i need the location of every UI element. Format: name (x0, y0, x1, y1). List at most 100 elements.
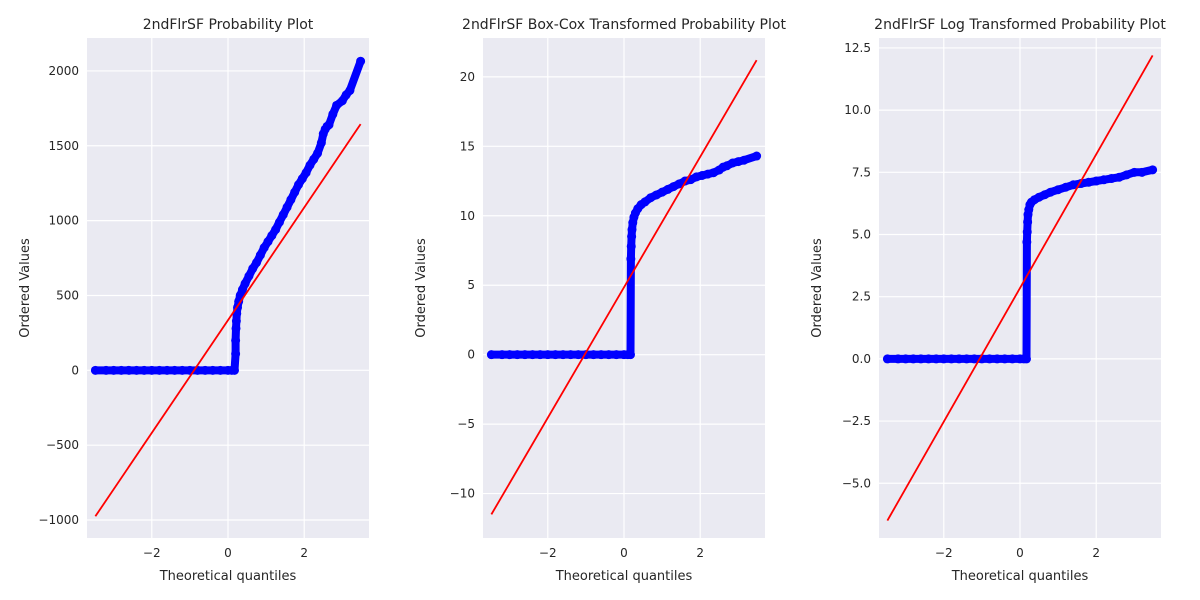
data-point (109, 365, 119, 375)
data-point (627, 232, 637, 242)
data-point (170, 365, 180, 375)
data-point (356, 56, 366, 66)
data-point (1053, 185, 1063, 195)
data-point (1061, 182, 1071, 192)
data-point (231, 349, 241, 359)
panel-raw: −2 0 2 −1000 −500 0 500 1000 1500 2000 Theoretical… (18, 17, 369, 584)
data-point (1000, 354, 1010, 364)
data-point (946, 354, 956, 364)
data-point (893, 354, 903, 364)
data-point (589, 350, 599, 360)
data-point (313, 148, 323, 158)
y-tick-label: 7.5 (852, 165, 871, 179)
data-point (1091, 176, 1101, 186)
data-point (1021, 354, 1031, 364)
data-point (231, 335, 241, 345)
x-tick-label: 0 (224, 546, 232, 560)
data-point (992, 354, 1002, 364)
data-point (244, 271, 254, 281)
data-point (147, 365, 157, 375)
data-point (282, 202, 292, 212)
data-point (962, 354, 972, 364)
data-point (229, 365, 239, 375)
data-point (124, 365, 134, 375)
data-point (512, 350, 522, 360)
x-axis-label: Theoretical quantiles (159, 569, 297, 584)
data-point (985, 354, 995, 364)
data-point (132, 365, 142, 375)
y-tick-label: 5 (467, 278, 475, 292)
data-point (1122, 170, 1132, 180)
data-point (611, 350, 621, 360)
y-tick-label: −5.0 (842, 476, 871, 490)
y-tick-label: 1500 (48, 139, 79, 153)
y-tick-label: 0 (71, 363, 79, 377)
data-point (1023, 217, 1033, 227)
data-point (1106, 174, 1116, 184)
data-point (316, 138, 326, 148)
data-point (954, 354, 964, 364)
data-point (627, 225, 637, 235)
data-point (208, 365, 218, 375)
data-point (1129, 167, 1139, 177)
data-point (931, 354, 941, 364)
data-point (290, 187, 300, 197)
data-point (1137, 167, 1147, 177)
data-point (252, 258, 262, 268)
x-tick-label: 2 (300, 546, 308, 560)
data-point (969, 354, 979, 364)
data-point (345, 85, 355, 95)
data-point (301, 168, 311, 178)
x-tick-label: −2 (143, 546, 161, 560)
y-axis-label: Ordered Values (810, 238, 825, 338)
data-point (177, 365, 187, 375)
y-tick-label: 10 (460, 209, 475, 223)
data-point (1045, 187, 1055, 197)
data-point (139, 365, 149, 375)
y-tick-label: −5 (457, 417, 475, 431)
data-point (286, 195, 296, 205)
data-point (274, 217, 284, 227)
data-point (901, 354, 911, 364)
points-group (486, 151, 762, 360)
chart-title: 2ndFlrSF Log Transformed Probability Plo… (874, 17, 1166, 33)
data-point (520, 350, 530, 360)
data-point (255, 250, 265, 260)
x-tick-label: 0 (1016, 546, 1024, 560)
x-axis-label: Theoretical quantiles (555, 569, 693, 584)
data-point (1084, 177, 1094, 187)
y-tick-label: 0.0 (852, 352, 871, 366)
panel-boxcox: −2 0 2 −10 −5 0 5 10 15 20 Theoretical quantiles Or… (414, 17, 786, 584)
x-tick-label: −2 (935, 546, 953, 560)
data-point (626, 241, 636, 251)
data-point (1022, 227, 1032, 237)
chart-title: 2ndFlrSF Box-Cox Transformed Probability… (462, 17, 786, 33)
y-tick-label: 20 (460, 70, 475, 84)
data-point (1068, 180, 1078, 190)
y-tick-label: 5.0 (852, 228, 871, 242)
data-point (528, 350, 538, 360)
y-tick-label: 10.0 (844, 103, 871, 117)
fit-line (490, 59, 758, 515)
data-point (231, 323, 241, 333)
data-point (977, 354, 987, 364)
x-axis-label: Theoretical quantiles (951, 569, 1089, 584)
data-point (200, 365, 210, 375)
y-tick-label: −500 (46, 438, 79, 452)
data-point (558, 350, 568, 360)
fit-line (886, 54, 1154, 522)
data-point (908, 354, 918, 364)
y-tick-label: −10 (450, 487, 475, 501)
data-point (116, 365, 126, 375)
data-point (324, 120, 334, 130)
data-point (486, 350, 496, 360)
data-point (550, 350, 560, 360)
x-tick-label: 2 (1092, 546, 1100, 560)
x-tick-label: 2 (696, 546, 704, 560)
y-tick-label: 1000 (48, 214, 79, 228)
data-point (625, 350, 635, 360)
y-tick-label: 12.5 (844, 41, 871, 55)
data-point (1022, 237, 1032, 247)
data-point (739, 155, 749, 165)
